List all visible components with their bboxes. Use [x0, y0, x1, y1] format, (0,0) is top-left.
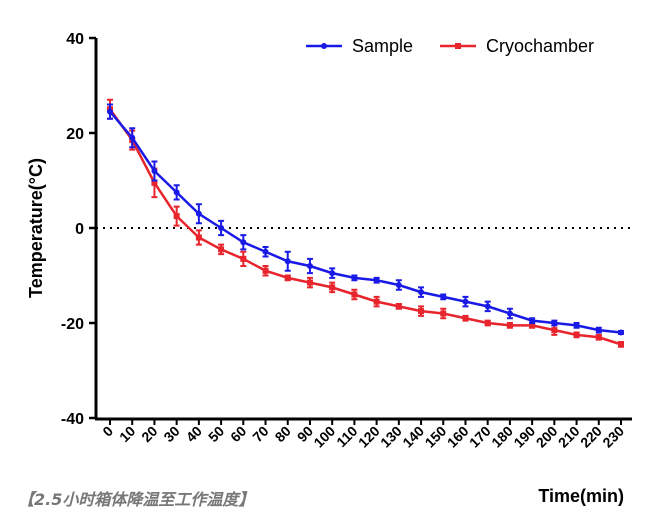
- x-tick-label: 30: [160, 423, 182, 445]
- data-point: [373, 277, 380, 284]
- data-point: [595, 334, 602, 341]
- data-point: [329, 270, 336, 277]
- y-tick-label: -20: [61, 316, 84, 333]
- data-point: [529, 322, 536, 329]
- data-point: [151, 179, 158, 186]
- x-tick-label: 10: [116, 423, 138, 445]
- data-point: [418, 289, 425, 296]
- data-point: [284, 258, 291, 265]
- data-point: [107, 108, 113, 115]
- series-cryochamber: [107, 98, 624, 348]
- chart-caption: 【2.5小时箱体降温至工作温度】: [18, 490, 255, 509]
- x-tick-label: 70: [249, 423, 271, 445]
- data-point: [284, 274, 291, 281]
- data-point: [462, 298, 469, 305]
- data-point: [462, 315, 469, 322]
- data-point: [395, 303, 402, 310]
- data-point: [240, 239, 247, 246]
- data-point: [173, 189, 180, 196]
- legend-cryochamber-label: Cryochamber: [486, 36, 594, 56]
- x-tick-label: 230: [599, 423, 627, 451]
- data-point: [173, 213, 180, 220]
- x-tick-label: 60: [227, 423, 249, 445]
- data-point: [440, 310, 447, 317]
- data-point: [218, 225, 225, 231]
- x-tick-label: 80: [272, 423, 294, 445]
- data-point: [218, 246, 225, 253]
- data-point: [573, 322, 580, 329]
- x-tick-label: 0: [99, 423, 116, 440]
- data-point: [262, 248, 269, 255]
- x-tick-label: 50: [205, 423, 227, 445]
- legend-sample-label: Sample: [352, 36, 413, 56]
- series-line: [108, 108, 622, 346]
- data-point: [418, 308, 425, 315]
- data-point: [595, 327, 602, 334]
- y-tick-label: 40: [66, 31, 84, 48]
- y-tick-label: -40: [61, 411, 84, 428]
- data-point: [551, 320, 558, 326]
- x-tick-label: 20: [138, 423, 160, 445]
- data-point: [529, 317, 536, 324]
- data-point: [306, 263, 313, 269]
- data-point: [351, 274, 358, 281]
- data-point: [484, 303, 491, 310]
- data-point: [306, 279, 313, 286]
- data-point: [262, 267, 269, 274]
- series-line: [109, 110, 622, 334]
- data-point: [618, 329, 624, 336]
- y-tick-label: 20: [66, 126, 84, 143]
- x-tick-label: 40: [183, 423, 205, 445]
- data-point: [395, 282, 402, 288]
- data-point: [151, 168, 158, 174]
- legend-sample-marker: [321, 43, 327, 49]
- data-point: [240, 255, 247, 262]
- data-point: [129, 134, 136, 141]
- legend: Sample Cryochamber: [306, 36, 594, 56]
- data-point: [573, 331, 580, 338]
- legend-cryochamber-marker: [455, 43, 461, 49]
- y-axis-label: Temperature(°C): [26, 158, 46, 298]
- data-point: [373, 298, 380, 305]
- data-point: [195, 234, 202, 241]
- data-point: [506, 310, 513, 317]
- data-point: [484, 320, 491, 326]
- y-tick-label: 0: [75, 221, 84, 238]
- series-sample: [107, 103, 624, 336]
- x-axis-label: Time(min): [538, 486, 624, 506]
- data-point: [440, 293, 447, 300]
- data-point: [618, 341, 624, 348]
- data-point: [506, 322, 513, 329]
- data-point: [195, 210, 202, 217]
- data-point: [551, 327, 558, 334]
- data-point: [329, 284, 336, 291]
- data-point: [351, 291, 358, 298]
